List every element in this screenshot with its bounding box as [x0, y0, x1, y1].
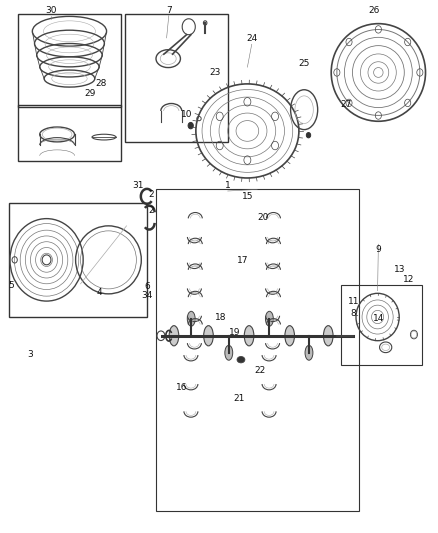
Text: 1: 1: [225, 181, 231, 190]
Ellipse shape: [187, 311, 195, 326]
Text: 23: 23: [209, 68, 220, 77]
Text: 2: 2: [148, 206, 154, 215]
Text: 18: 18: [215, 312, 227, 321]
Circle shape: [306, 133, 311, 138]
Text: 12: 12: [403, 275, 415, 284]
Bar: [341, 285, 422, 365]
Text: 11: 11: [348, 296, 359, 305]
Text: 17: 17: [237, 256, 249, 264]
Text: 34: 34: [141, 291, 153, 300]
Text: 16: 16: [176, 383, 187, 392]
Ellipse shape: [204, 326, 213, 346]
Text: 30: 30: [45, 6, 57, 15]
Text: 21: 21: [233, 394, 244, 403]
Ellipse shape: [244, 326, 254, 346]
Ellipse shape: [323, 326, 333, 346]
Text: 6: 6: [144, 282, 150, 291]
Bar: [10, 203, 147, 317]
Text: 24: 24: [246, 35, 258, 44]
Text: 13: 13: [395, 265, 406, 273]
Text: 14: 14: [373, 314, 384, 323]
Text: 2: 2: [148, 190, 154, 199]
Ellipse shape: [225, 345, 233, 360]
Text: 3: 3: [28, 350, 33, 359]
Bar: [155, 189, 359, 511]
Text: 26: 26: [368, 6, 380, 15]
Text: 5: 5: [9, 280, 14, 289]
Text: 28: 28: [95, 78, 107, 87]
Ellipse shape: [237, 357, 245, 363]
Bar: [18, 14, 121, 107]
Text: 9: 9: [375, 245, 381, 254]
Text: 22: 22: [255, 366, 266, 375]
Text: 31: 31: [132, 181, 144, 190]
Circle shape: [188, 123, 193, 129]
Text: 15: 15: [242, 192, 253, 201]
Text: 20: 20: [257, 213, 268, 222]
Text: 10: 10: [180, 110, 192, 119]
Text: 27: 27: [340, 100, 351, 109]
Ellipse shape: [265, 311, 273, 326]
Text: 29: 29: [85, 89, 96, 98]
Bar: [18, 106, 121, 161]
Text: 19: 19: [229, 328, 240, 337]
Text: 25: 25: [298, 59, 310, 68]
Text: 7: 7: [166, 6, 172, 15]
Ellipse shape: [285, 326, 294, 346]
Text: 8: 8: [350, 309, 357, 318]
Ellipse shape: [169, 326, 179, 346]
Ellipse shape: [305, 345, 313, 360]
Text: 4: 4: [96, 287, 102, 296]
Bar: [125, 14, 228, 142]
